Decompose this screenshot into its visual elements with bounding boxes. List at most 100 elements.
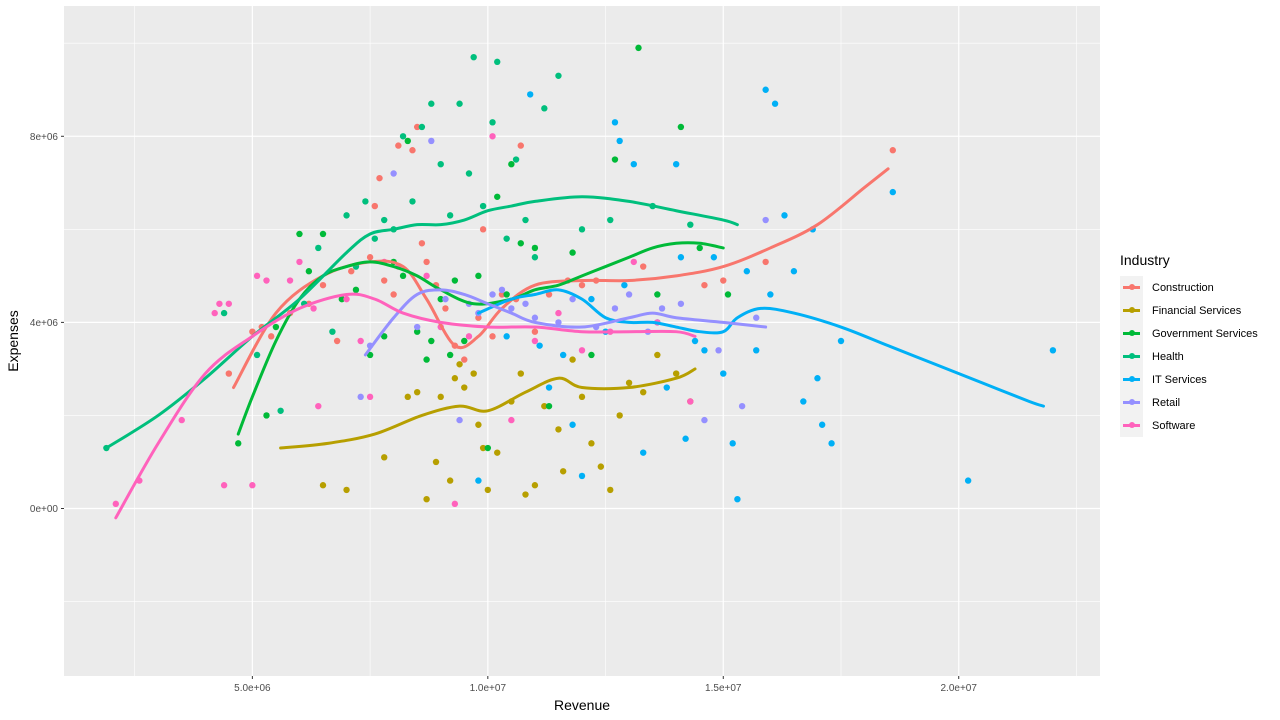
- point-health: [343, 212, 350, 219]
- point-construction: [418, 240, 426, 247]
- point-retail: [753, 314, 760, 321]
- point-software: [225, 300, 233, 307]
- point-software: [263, 277, 270, 284]
- legend-key-it-services: [1120, 368, 1143, 391]
- point-it-services: [1049, 347, 1057, 354]
- legend-label: Government Services: [1152, 327, 1258, 340]
- point-health: [489, 119, 496, 126]
- point-retail: [701, 416, 708, 424]
- point-retail: [508, 305, 515, 312]
- point-financial-services: [625, 379, 633, 387]
- point-health: [541, 105, 548, 112]
- point-financial-services: [451, 375, 459, 382]
- point-construction: [413, 123, 421, 131]
- legend-item-software: Software: [1120, 414, 1280, 437]
- point-health: [253, 351, 261, 359]
- point-software: [296, 258, 303, 266]
- point-it-services: [701, 347, 708, 354]
- trend-line-government-services: [236, 241, 725, 436]
- point-construction: [545, 291, 553, 298]
- x-axis-title: Revenue: [554, 697, 610, 713]
- legend-key-financial-services: [1120, 299, 1143, 322]
- plot-panel: [64, 6, 1100, 676]
- legend: Industry Construction Financial Services G…: [1120, 250, 1280, 437]
- point-software: [286, 277, 294, 284]
- point-government-services: [475, 272, 482, 280]
- point-government-services: [263, 412, 270, 419]
- point-construction: [348, 268, 355, 275]
- point-software: [112, 500, 120, 508]
- point-health: [329, 328, 336, 335]
- point-software: [211, 309, 218, 317]
- point-construction: [371, 202, 378, 210]
- point-software: [555, 309, 562, 317]
- legend-key-software: [1120, 414, 1143, 437]
- point-it-services: [800, 398, 807, 405]
- point-financial-services: [654, 351, 661, 359]
- trend-line-financial-services: [279, 367, 697, 450]
- point-government-services: [428, 337, 435, 345]
- legend-item-retail: Retail: [1120, 391, 1280, 414]
- legend-label: Health: [1152, 350, 1184, 363]
- point-financial-services: [597, 463, 605, 470]
- point-health: [399, 133, 407, 140]
- point-government-services: [494, 193, 501, 200]
- point-it-services: [677, 254, 685, 261]
- point-government-services: [588, 351, 595, 359]
- point-it-services: [710, 254, 718, 261]
- point-government-services: [654, 291, 661, 298]
- point-health: [418, 123, 426, 131]
- legend-key-dot: [1129, 422, 1135, 428]
- point-health: [437, 160, 444, 168]
- point-retail: [442, 295, 449, 303]
- point-software: [249, 482, 256, 489]
- point-it-services: [729, 440, 736, 447]
- point-government-services: [437, 295, 444, 303]
- point-construction: [461, 356, 468, 363]
- point-health: [522, 216, 529, 224]
- point-government-services: [366, 351, 374, 359]
- point-health: [362, 198, 369, 205]
- point-government-services: [724, 291, 732, 298]
- point-construction: [442, 305, 449, 312]
- point-health: [687, 221, 694, 228]
- point-government-services: [635, 44, 642, 52]
- y-axis-title: Expenses: [5, 310, 21, 371]
- point-financial-services: [559, 468, 567, 475]
- point-it-services: [588, 295, 595, 303]
- point-retail: [498, 286, 506, 294]
- point-it-services: [630, 160, 637, 168]
- point-construction: [268, 333, 275, 340]
- point-it-services: [621, 281, 628, 289]
- point-construction: [889, 147, 896, 154]
- point-health: [315, 244, 322, 252]
- legend-key-retail: [1120, 391, 1143, 414]
- legend-item-health: Health: [1120, 345, 1280, 368]
- point-government-services: [517, 240, 524, 247]
- point-government-services: [446, 351, 454, 359]
- point-government-services: [677, 123, 685, 131]
- point-health: [409, 198, 416, 205]
- point-construction: [701, 281, 708, 289]
- point-financial-services: [319, 482, 327, 489]
- x-tick-label: 1.0e+07: [470, 683, 507, 694]
- trend-line-software: [114, 292, 697, 520]
- point-construction: [531, 328, 539, 335]
- point-health: [531, 254, 539, 261]
- point-construction: [366, 254, 374, 261]
- legend-label: IT Services: [1152, 373, 1207, 386]
- point-health: [470, 53, 477, 61]
- point-it-services: [790, 268, 798, 275]
- point-government-services: [381, 333, 388, 340]
- point-it-services: [640, 449, 647, 456]
- point-government-services: [611, 156, 619, 163]
- point-government-services: [545, 402, 553, 410]
- point-it-services: [527, 91, 534, 98]
- point-it-services: [771, 100, 779, 107]
- point-financial-services: [640, 388, 647, 396]
- point-financial-services: [541, 402, 548, 410]
- point-government-services: [508, 160, 515, 168]
- legend-key-dot: [1129, 307, 1135, 313]
- point-health: [578, 226, 586, 233]
